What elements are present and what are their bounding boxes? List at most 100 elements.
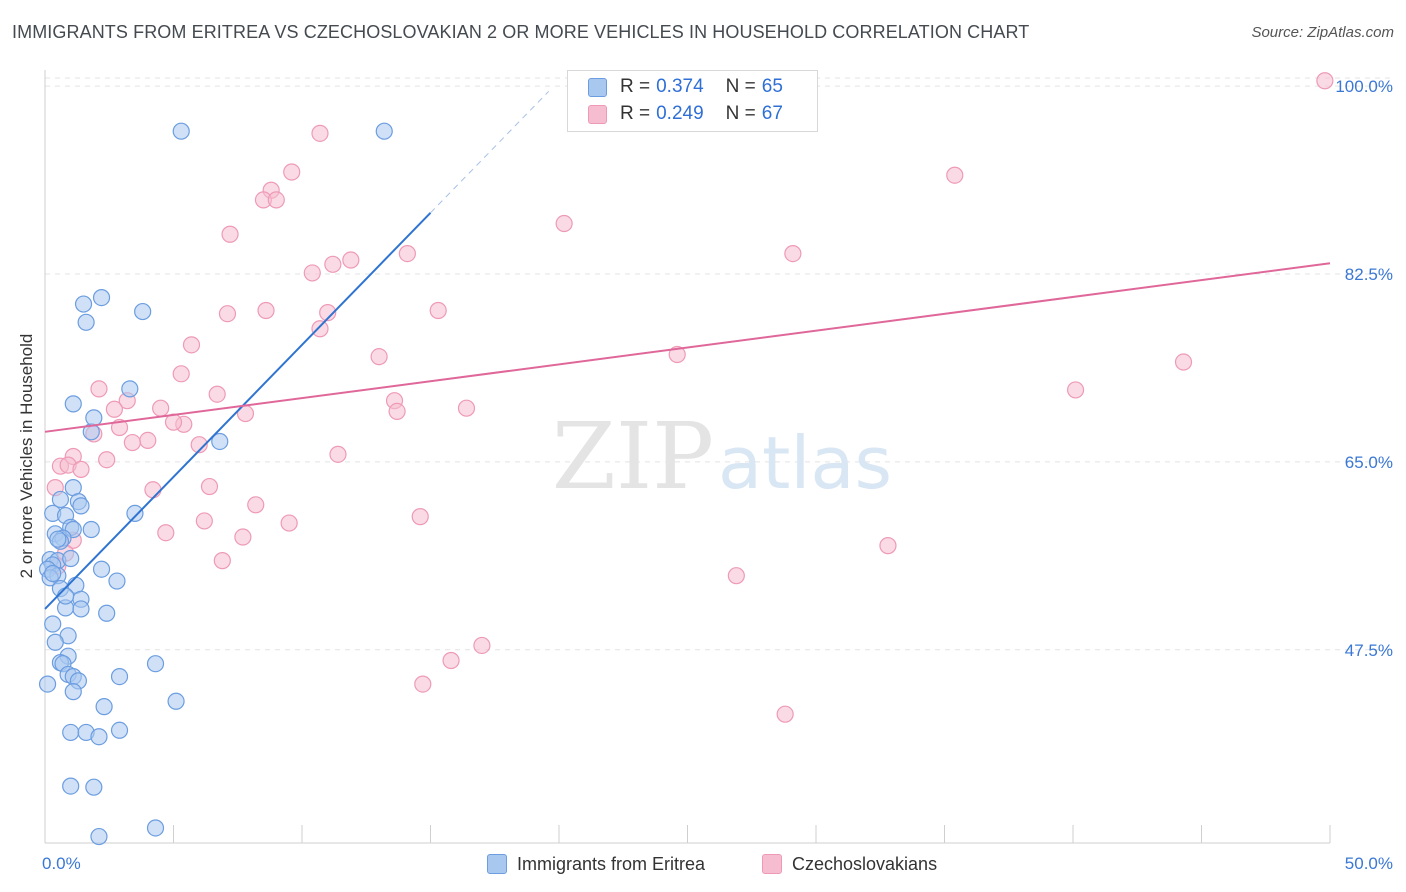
- point-czechoslovakians: [213, 552, 231, 570]
- point-czechoslovakians: [157, 524, 175, 542]
- trendline-eritrea: [44, 212, 432, 610]
- point-czechoslovakians: [283, 163, 301, 181]
- point-czechoslovakians: [200, 477, 219, 496]
- point-eritrea: [134, 302, 152, 321]
- point-eritrea: [44, 615, 62, 633]
- y-tick-label: 82.5%: [1345, 265, 1393, 284]
- point-czechoslovakians: [90, 380, 108, 398]
- point-czechoslovakians: [555, 214, 573, 233]
- point-eritrea: [46, 633, 64, 651]
- point-eritrea: [77, 313, 95, 331]
- trendline-czechoslovakians: [44, 262, 1331, 433]
- point-czechoslovakians: [247, 496, 265, 514]
- point-czechoslovakians: [1316, 72, 1334, 90]
- bottom-legend-swatch-blue: [487, 854, 507, 874]
- point-czechoslovakians: [221, 225, 239, 243]
- point-eritrea: [44, 564, 62, 583]
- point-czechoslovakians: [195, 512, 213, 530]
- point-czechoslovakians: [324, 255, 342, 273]
- point-eritrea: [110, 667, 129, 686]
- point-czechoslovakians: [152, 399, 170, 417]
- point-eritrea: [85, 778, 103, 796]
- point-czechoslovakians: [218, 305, 237, 323]
- point-czechoslovakians: [414, 675, 432, 693]
- legend-r-value: 0.374: [656, 76, 704, 97]
- point-eritrea: [90, 827, 108, 846]
- point-eritrea: [126, 504, 144, 523]
- point-eritrea: [146, 655, 165, 673]
- legend-n-value: 65: [761, 76, 783, 97]
- bottom-legend-label-czechoslovakians: Czechoslovakians: [792, 853, 938, 874]
- point-eritrea: [108, 572, 126, 590]
- watermark: ZIP atlas: [552, 403, 892, 510]
- point-eritrea: [62, 549, 80, 568]
- point-eritrea: [95, 698, 113, 716]
- watermark-atlas: atlas: [718, 421, 892, 505]
- legend-row-czechoslovakians: R = 0.249 N = 67: [588, 102, 783, 126]
- point-eritrea: [146, 819, 165, 837]
- tick-labels: 100.0% 82.5% 65.0% 47.5% 0.0% 50.0%: [42, 77, 1393, 873]
- point-czechoslovakians: [311, 320, 329, 338]
- point-eritrea: [90, 728, 108, 746]
- point-czechoslovakians: [946, 166, 964, 184]
- axes: [44, 70, 1331, 844]
- bottom-legend-label-eritrea: Immigrants from Eritrea: [517, 853, 706, 874]
- point-eritrea: [167, 692, 185, 710]
- watermark-zip: ZIP: [552, 403, 714, 510]
- chart-title: IMMIGRANTS FROM ERITREA VS CZECHOSLOVAKI…: [12, 22, 1030, 42]
- point-eritrea: [375, 122, 393, 140]
- legend-n-value: 67: [761, 103, 783, 124]
- point-czechoslovakians: [473, 636, 491, 655]
- point-czechoslovakians: [1066, 381, 1085, 399]
- point-eritrea: [92, 560, 111, 578]
- legend-r-label: R =: [620, 103, 651, 124]
- point-czechoslovakians: [105, 400, 123, 418]
- legend-n-label: N =: [725, 103, 756, 124]
- point-eritrea: [85, 409, 103, 427]
- series-czechoslovakians: [46, 72, 1334, 723]
- point-czechoslovakians: [388, 402, 406, 421]
- x-tick-label: 0.0%: [42, 854, 81, 873]
- point-eritrea: [62, 777, 80, 795]
- legend-r-value: 0.249: [656, 103, 704, 124]
- point-czechoslovakians: [879, 537, 897, 555]
- point-czechoslovakians: [172, 365, 190, 383]
- point-eritrea: [38, 675, 57, 693]
- point-eritrea: [211, 432, 229, 451]
- point-czechoslovakians: [329, 445, 347, 463]
- y-axis-label: 2 or more Vehicles in Household: [17, 333, 36, 579]
- point-czechoslovakians: [144, 481, 162, 499]
- trendlines: [44, 90, 1331, 610]
- bottom-legend-eritrea: Immigrants from Eritrea: [487, 852, 705, 876]
- bottom-legend-czechoslovakians: Czechoslovakians: [762, 852, 937, 876]
- legend-n-label: N =: [725, 76, 756, 97]
- y-tick-label: 47.5%: [1345, 641, 1393, 660]
- point-czechoslovakians: [234, 528, 252, 546]
- point-czechoslovakians: [411, 508, 429, 526]
- point-czechoslovakians: [342, 251, 360, 269]
- point-eritrea: [62, 723, 80, 742]
- point-czechoslovakians: [257, 301, 275, 320]
- point-czechoslovakians: [303, 264, 321, 282]
- point-eritrea: [92, 289, 111, 307]
- point-eritrea: [110, 721, 129, 739]
- bottom-legend-swatch-pink: [762, 854, 782, 874]
- point-czechoslovakians: [319, 304, 337, 322]
- point-eritrea: [172, 122, 190, 140]
- trendline-eritrea-extension: [430, 90, 550, 214]
- point-czechoslovakians: [776, 705, 794, 723]
- point-czechoslovakians: [98, 451, 116, 469]
- point-eritrea: [82, 520, 100, 539]
- legend-row-eritrea: R = 0.374 N = 65: [588, 75, 783, 99]
- correlation-legend: R = 0.374 N = 65 R = 0.249 N = 67: [567, 70, 818, 132]
- point-eritrea: [74, 295, 93, 313]
- source-credit: Source: ZipAtlas.com: [1251, 24, 1394, 41]
- point-czechoslovakians: [72, 460, 90, 478]
- y-tick-label: 100.0%: [1335, 77, 1393, 96]
- point-czechoslovakians: [190, 436, 208, 454]
- point-eritrea: [72, 600, 90, 618]
- legend-swatch-blue: [588, 77, 607, 97]
- point-eritrea: [121, 380, 139, 398]
- point-czechoslovakians: [208, 385, 226, 403]
- point-czechoslovakians: [727, 567, 745, 585]
